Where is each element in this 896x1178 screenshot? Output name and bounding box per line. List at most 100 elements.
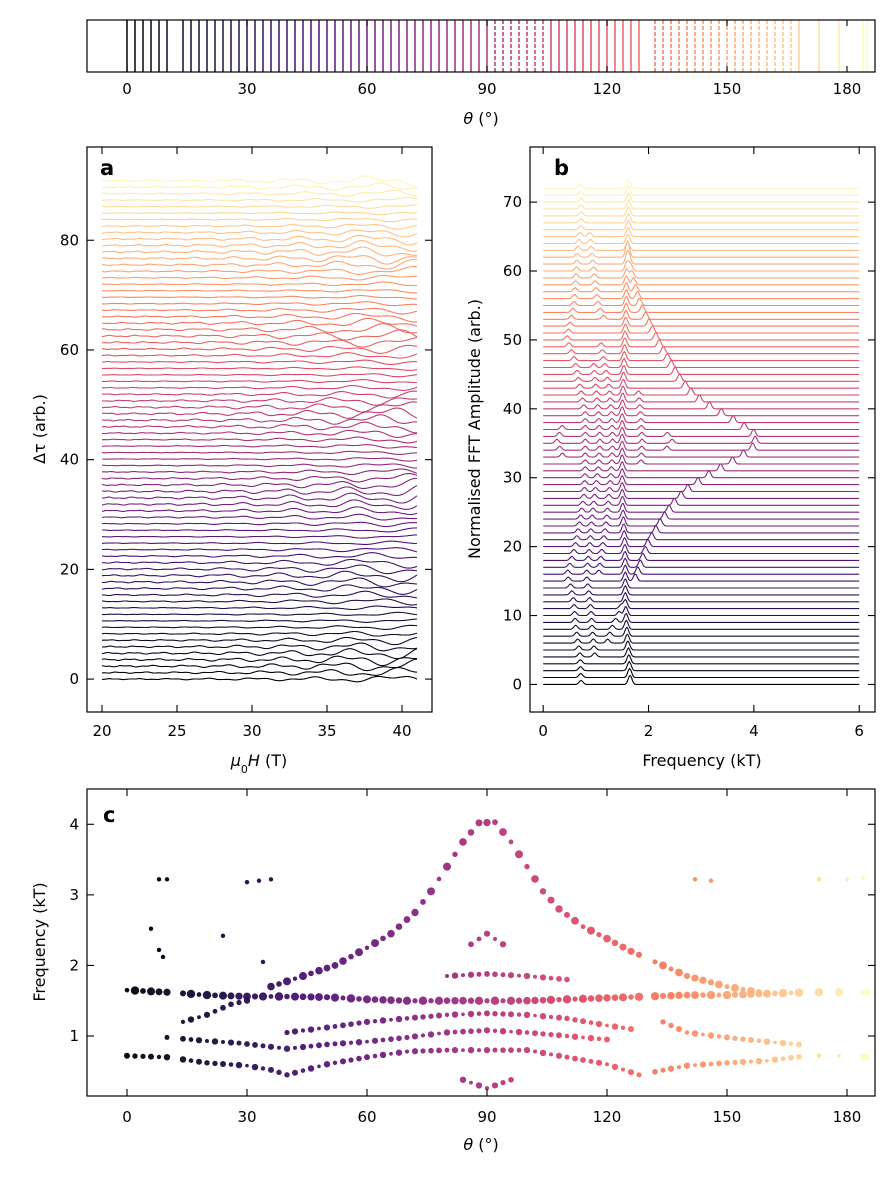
panel-c-point bbox=[187, 1016, 195, 1023]
panel-c-point bbox=[739, 990, 747, 999]
panel-c-point bbox=[605, 1023, 609, 1028]
panel-c-point bbox=[476, 1048, 482, 1053]
panel-c-point bbox=[427, 1031, 435, 1038]
panel-a-trace bbox=[101, 295, 418, 300]
panel-c-point bbox=[468, 941, 474, 948]
panel-a-trace bbox=[101, 259, 418, 270]
panel-c-point bbox=[436, 876, 442, 882]
panel-c-point bbox=[588, 1020, 594, 1025]
panel-c-point bbox=[459, 838, 467, 846]
panel-c-point bbox=[180, 1035, 186, 1042]
panel-c-point bbox=[420, 1033, 426, 1038]
panel-c-point bbox=[315, 993, 323, 1001]
panel-c-point bbox=[660, 1067, 666, 1073]
panel-c-point bbox=[796, 1041, 802, 1048]
panel-c-point bbox=[619, 943, 627, 951]
panel-c-point bbox=[635, 951, 643, 958]
panel-c-point bbox=[260, 1043, 266, 1049]
panel-c-point bbox=[267, 982, 275, 991]
panel-c-point bbox=[467, 829, 475, 836]
panel-c-point bbox=[268, 1066, 274, 1073]
panel-c-point bbox=[411, 1048, 419, 1055]
panel-c-point bbox=[179, 1056, 187, 1063]
panel-c-point bbox=[436, 1047, 442, 1054]
panel-c-ytick-label: 2 bbox=[69, 956, 79, 974]
panel-b-trace bbox=[543, 295, 860, 307]
panel-b-trace bbox=[543, 392, 860, 403]
panel-c-point bbox=[515, 997, 523, 1004]
panel-c-point bbox=[794, 988, 804, 997]
panel-c-point bbox=[211, 1038, 219, 1045]
panel-a-trace bbox=[101, 552, 417, 559]
panel-c-point bbox=[556, 1032, 562, 1039]
panel-c-point bbox=[411, 1033, 419, 1040]
panel-c-point bbox=[691, 1030, 699, 1037]
panel-c-xtick-label: 90 bbox=[477, 1108, 496, 1126]
panel-c-point bbox=[835, 988, 843, 997]
panel-a-trace bbox=[101, 547, 418, 553]
panel-a-ytick-label: 0 bbox=[69, 670, 79, 688]
panel-c-point bbox=[420, 1014, 426, 1020]
panel-c-point bbox=[452, 851, 458, 857]
panel-c-point bbox=[365, 1039, 369, 1044]
panel-c-point bbox=[732, 1035, 738, 1041]
panel-c-point bbox=[243, 997, 251, 1004]
panel-c-point bbox=[268, 877, 274, 882]
panel-c-point bbox=[564, 1054, 570, 1060]
panel-b-trace bbox=[543, 399, 860, 410]
panel-c-point bbox=[587, 1034, 595, 1042]
panel-c-point bbox=[683, 972, 691, 980]
panel-b-trace bbox=[543, 495, 860, 506]
colorbar-xtick-label: 0 bbox=[122, 80, 132, 98]
panel-b-trace bbox=[543, 571, 860, 582]
panel-a-trace bbox=[101, 336, 418, 348]
panel-c-point bbox=[252, 1042, 258, 1048]
panel-c-point bbox=[251, 993, 259, 1000]
panel-c-point bbox=[540, 1031, 546, 1037]
panel-c-point bbox=[483, 1027, 491, 1034]
panel-a-trace bbox=[101, 366, 418, 371]
panel-c-point bbox=[124, 1052, 130, 1059]
panel-c-point bbox=[316, 1042, 322, 1049]
panel-c-point bbox=[692, 877, 698, 882]
panel-c-point bbox=[604, 1036, 610, 1043]
panel-c-point bbox=[371, 996, 379, 1003]
panel-c-point bbox=[387, 929, 395, 938]
panel-c-point bbox=[484, 998, 490, 1004]
panel-c-point bbox=[348, 1057, 354, 1063]
panel-c-point bbox=[572, 1055, 578, 1062]
panel-c-point bbox=[780, 1056, 786, 1062]
panel-b-trace bbox=[543, 240, 860, 251]
panel-c-point bbox=[180, 990, 186, 997]
colorbar-xtick-label: 60 bbox=[357, 80, 376, 98]
panel-b-trace bbox=[543, 564, 860, 575]
panel-c-point bbox=[212, 992, 218, 999]
panel-c-point bbox=[556, 1014, 562, 1021]
panel-c-point bbox=[380, 935, 386, 942]
panel-c-point bbox=[277, 1045, 281, 1050]
panel-c-point bbox=[796, 1053, 802, 1060]
panel-c-point bbox=[716, 1034, 722, 1039]
panel-a-xtick-label: 30 bbox=[242, 722, 261, 740]
panel-c-point bbox=[531, 875, 539, 883]
panel-c-point bbox=[701, 1032, 705, 1037]
panel-c-point bbox=[523, 1011, 531, 1019]
panel-c-ytick-label: 4 bbox=[69, 815, 79, 833]
panel-c-point bbox=[228, 1001, 234, 1008]
panel-c-point bbox=[708, 878, 714, 883]
panel-c-point bbox=[611, 1023, 619, 1030]
panel-c-point bbox=[467, 1046, 475, 1054]
panel-c-point bbox=[748, 1036, 754, 1043]
panel-b-trace bbox=[543, 591, 860, 603]
panel-c-point bbox=[684, 1030, 690, 1035]
panel-a-label: a bbox=[100, 156, 114, 180]
panel-a-trace bbox=[101, 584, 418, 595]
panel-b-trace bbox=[543, 550, 860, 561]
colorbar-xtick-label: 150 bbox=[713, 80, 742, 98]
panel-b-trace bbox=[543, 454, 860, 465]
panel-b-ytick-label: 30 bbox=[503, 469, 522, 487]
panel-c-point bbox=[660, 1019, 666, 1025]
panel-a-trace bbox=[102, 379, 417, 384]
panel-c-point bbox=[765, 1058, 769, 1063]
panel-c-point bbox=[539, 888, 547, 895]
